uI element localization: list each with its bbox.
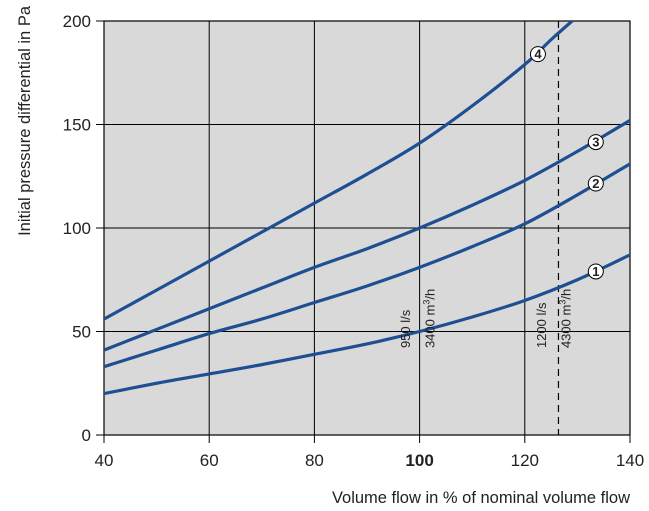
series-line-2 [104, 162, 630, 369]
flow-annotation: 4300 m3/h [558, 289, 574, 348]
curve-marker-4 [529, 46, 546, 63]
x-tick-label: 140 [616, 451, 644, 470]
flow-annotation: 3400 m3/h [421, 289, 437, 348]
y-tick-label: 200 [63, 12, 91, 31]
curve-marker-label: 2 [592, 176, 599, 191]
y-tick-label: 0 [82, 426, 91, 445]
curve-marker-label: 4 [534, 47, 542, 62]
y-axis-title: Initial pressure differential in Pa [16, 5, 34, 236]
y-tick-label: 100 [63, 219, 91, 238]
x-tick-label: 120 [511, 451, 539, 470]
curve-marker-3 [587, 134, 604, 151]
x-tick-label: 60 [200, 451, 219, 470]
x-tick-label: 80 [305, 451, 324, 470]
x-tick-label: 40 [95, 451, 114, 470]
curve-marker-1 [587, 263, 604, 280]
series-line-1 [104, 253, 630, 396]
y-tick-label: 150 [63, 116, 91, 135]
curve-marker-label: 1 [592, 264, 599, 279]
x-axis-title: Volume flow in % of nominal volume flow [332, 489, 630, 507]
y-tick-label: 50 [72, 323, 91, 342]
x-tick-label: 100 [405, 451, 433, 470]
flow-annotation: 1200 l/s [534, 302, 549, 348]
curve-marker-label: 3 [592, 135, 599, 150]
curve-marker-2 [587, 175, 604, 192]
flow-annotation: 950 l/s [398, 309, 413, 348]
series-line-3 [104, 118, 630, 352]
